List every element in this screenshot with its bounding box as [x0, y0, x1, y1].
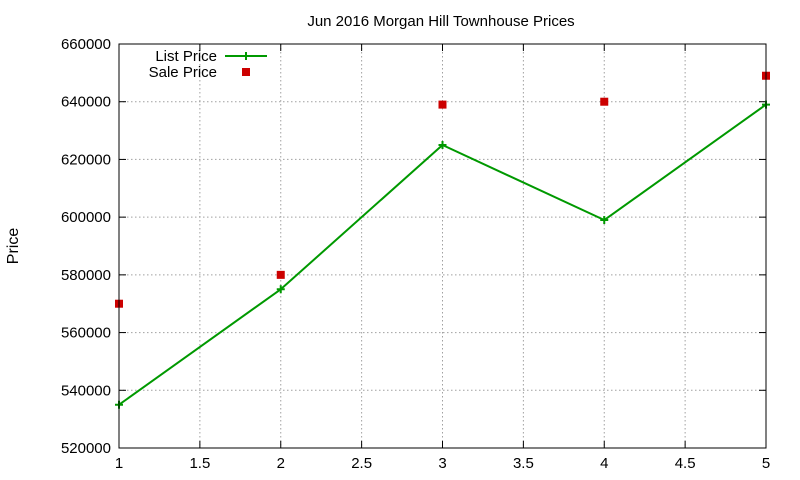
list-price-point	[438, 141, 447, 149]
x-tick-label: 2	[277, 455, 285, 472]
series-0	[115, 100, 770, 409]
y-tick-label: 640000	[61, 94, 111, 111]
sale-price-point	[276, 270, 285, 279]
grid-lines	[119, 44, 766, 448]
y-tick-label: 660000	[61, 36, 111, 53]
x-tick-label: 4	[600, 455, 608, 472]
x-tick-label: 4.5	[675, 455, 696, 472]
y-tick-label: 560000	[61, 325, 111, 342]
list-price-point	[600, 216, 609, 225]
sale-price-point	[438, 100, 447, 109]
sale-price-point	[600, 97, 609, 106]
chart-title: Jun 2016 Morgan Hill Townhouse Prices	[307, 13, 574, 30]
legend-square-swatch	[242, 68, 250, 76]
x-tick-label: 5	[762, 455, 770, 472]
legend-plus-swatch	[242, 52, 250, 60]
x-tick-label: 2.5	[351, 455, 372, 472]
y-axis-title: Price	[5, 228, 22, 265]
x-tick-label: 3	[438, 455, 446, 472]
x-tick-label: 3.5	[513, 455, 534, 472]
tick-labels: 1 1.5 2 2.5 3 3.5 4 4.5 5 520000 540000 560000 58000…	[61, 36, 770, 472]
x-tick-label: 1	[115, 455, 123, 472]
plot-border	[118, 43, 767, 449]
y-tick-label: 520000	[61, 440, 111, 457]
y-tick-label: 580000	[61, 267, 111, 284]
legend-label: List Price	[155, 48, 217, 65]
y-tick-label: 540000	[61, 382, 111, 399]
y-tick-label: 620000	[61, 151, 111, 168]
y-tick-label: 600000	[61, 209, 111, 226]
legend-label: Sale Price	[149, 64, 217, 81]
x-tick-label: 1.5	[189, 455, 210, 472]
list-price-line	[118, 103, 767, 406]
axis-ticks	[118, 43, 767, 449]
list-price-point	[276, 285, 285, 294]
